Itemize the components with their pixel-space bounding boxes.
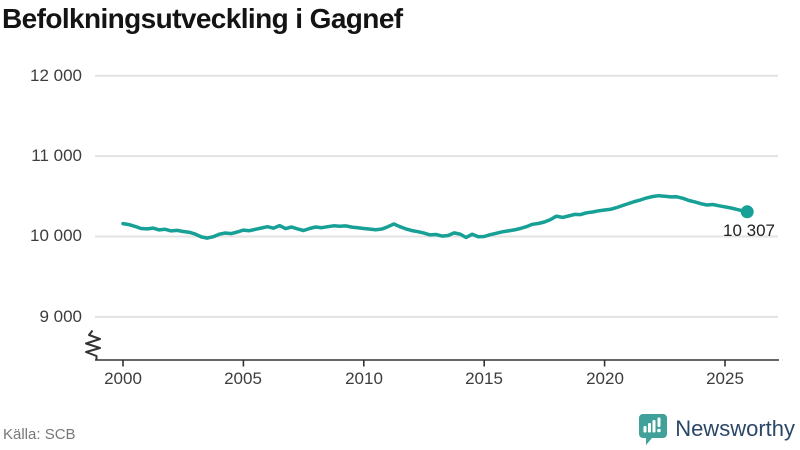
bar-chart-speech-bubble-icon [639,414,668,445]
x-axis-tick-label: 2015 [465,369,503,388]
newsworthy-logo[interactable]: Newsworthy [638,413,795,445]
source-label: Källa: SCB [3,426,76,443]
data-line [121,193,749,240]
x-axis-tick-label: 2010 [345,369,383,388]
page-title: Befolkningsutveckling i Gagnef [2,3,403,34]
axis-break-icon [85,329,101,360]
x-axis-tick-label: 2005 [224,369,262,388]
y-axis-tick-label: 11 000 [31,146,82,165]
end-value-label: 10 307 [723,221,775,240]
x-axis-tick-label: 2025 [706,369,744,388]
end-point-dot [740,205,754,219]
y-axis-tick-label: 10 000 [30,226,82,245]
y-axis-tick-label: 9 000 [39,307,82,326]
y-axis-tick-label: 12 000 [30,66,82,85]
x-axis-tick-label: 2000 [104,369,142,388]
x-axis-tick-label: 2020 [586,369,624,388]
newsworthy-logo-text: Newsworthy [675,416,795,441]
